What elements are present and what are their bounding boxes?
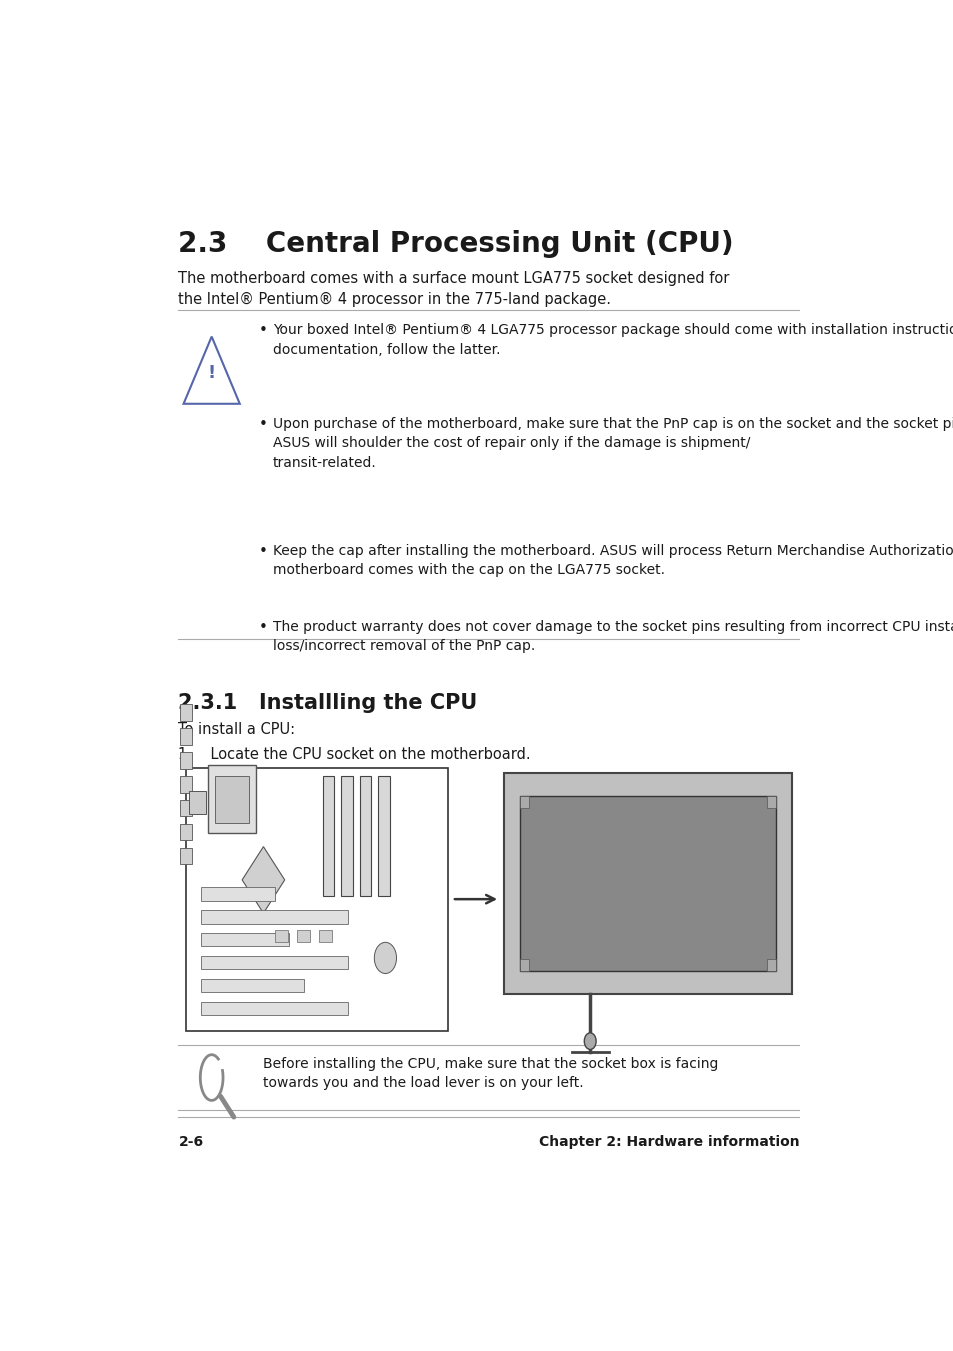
Bar <box>519 796 528 808</box>
Bar <box>322 775 335 896</box>
Bar <box>215 775 249 823</box>
Bar <box>200 978 304 992</box>
Text: The motherboard comes with a surface mount LGA775 socket designed for
the Intel®: The motherboard comes with a surface mou… <box>178 272 729 308</box>
Text: Your boxed Intel® Pentium® 4 LGA775 processor package should come with installat: Your boxed Intel® Pentium® 4 LGA775 proc… <box>273 323 953 357</box>
Text: Before installing the CPU, make sure that the socket box is facing
towards you a: Before installing the CPU, make sure tha… <box>263 1056 718 1090</box>
Text: 2-6: 2-6 <box>178 1135 203 1148</box>
Text: •: • <box>258 620 268 635</box>
Circle shape <box>583 1032 596 1050</box>
Bar <box>341 775 353 896</box>
Bar <box>212 785 222 804</box>
Circle shape <box>374 943 396 974</box>
Text: To install a CPU:: To install a CPU: <box>178 721 295 736</box>
Bar <box>766 959 775 971</box>
Bar <box>200 911 348 924</box>
Text: Keep the cap after installing the motherboard. ASUS will process Return Merchand: Keep the cap after installing the mother… <box>273 544 953 577</box>
Bar <box>180 847 192 865</box>
Bar <box>180 753 192 769</box>
Bar <box>180 728 192 744</box>
Bar <box>180 704 192 720</box>
Text: Upon purchase of the motherboard, make sure that the PnP cap is on the socket an: Upon purchase of the motherboard, make s… <box>273 417 953 470</box>
Text: The product warranty does not cover damage to the socket pins resulting from inc: The product warranty does not cover dama… <box>273 620 953 654</box>
Bar <box>200 957 348 970</box>
Text: Chapter 2: Hardware information: Chapter 2: Hardware information <box>538 1135 799 1148</box>
Text: •: • <box>258 323 268 338</box>
Bar <box>503 773 791 994</box>
Bar <box>200 1001 348 1015</box>
Text: •: • <box>258 417 268 432</box>
Bar <box>519 796 775 971</box>
Polygon shape <box>242 847 284 913</box>
Text: 2.3    Central Processing Unit (CPU): 2.3 Central Processing Unit (CPU) <box>178 230 733 258</box>
Bar <box>180 800 192 816</box>
Bar <box>225 785 235 804</box>
Bar <box>190 792 206 815</box>
Bar <box>180 824 192 840</box>
Bar <box>208 766 255 834</box>
Bar <box>186 767 448 1031</box>
Bar <box>238 785 249 804</box>
Bar <box>274 929 288 943</box>
Bar <box>519 959 528 971</box>
Text: 1.    Locate the CPU socket on the motherboard.: 1. Locate the CPU socket on the motherbo… <box>178 747 531 762</box>
Bar <box>200 888 274 901</box>
Bar <box>359 775 371 896</box>
Bar <box>318 929 332 943</box>
Text: 2.3.1   Installling the CPU: 2.3.1 Installling the CPU <box>178 693 477 713</box>
Bar <box>296 929 310 943</box>
Bar <box>377 775 390 896</box>
Bar <box>180 775 192 793</box>
Bar <box>200 934 289 947</box>
Bar <box>766 796 775 808</box>
Text: !: ! <box>208 365 215 382</box>
Text: •: • <box>258 544 268 559</box>
